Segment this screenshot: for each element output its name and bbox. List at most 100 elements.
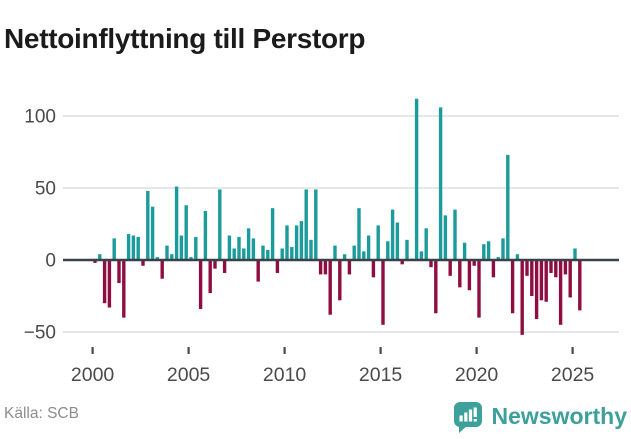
bar-2003Q4 (165, 245, 169, 260)
bar-2016Q1 (400, 260, 404, 265)
bar-2015Q2 (386, 241, 390, 260)
x-axis-label: 2015 (359, 364, 403, 386)
bar-2013Q1 (342, 254, 347, 260)
net-migration-bar-chart: 100 50 0 −50 2000 2005 2010 2015 2020 2025 (24, 98, 619, 386)
bar-2025Q2 (578, 260, 582, 311)
bar-2001Q3 (122, 260, 126, 318)
bar-2009Q1 (266, 249, 270, 260)
bar-2007Q3 (237, 236, 241, 260)
bar-2010Q2 (290, 247, 294, 260)
bar-2025Q1 (573, 248, 577, 260)
bar-2015Q4 (395, 222, 400, 260)
bar-2007Q4 (242, 248, 246, 260)
bar-2023Q2 (539, 260, 544, 301)
bar-2015Q3 (390, 209, 395, 260)
bar-2007Q1 (227, 235, 232, 260)
bar-2007Q2 (232, 248, 236, 260)
bar-2008Q4 (261, 245, 265, 260)
bar-2008Q3 (256, 260, 260, 282)
bar-2002Q1 (131, 235, 136, 260)
bar-2000Q4 (107, 260, 112, 308)
bar-2020Q2 (482, 244, 486, 260)
bar-2015Q1 (381, 260, 385, 325)
x-axis-label: 2010 (263, 364, 307, 386)
bar-2024Q2 (558, 260, 563, 325)
page-title: Nettoinflyttning till Perstorp (4, 22, 366, 54)
bar-2004Q3 (179, 235, 184, 260)
bar-2011Q3 (314, 189, 318, 260)
bar-2001Q2 (117, 260, 121, 284)
bar-2013Q4 (357, 208, 361, 260)
bar-2021Q3 (506, 154, 510, 260)
x-axis-label: 2020 (455, 364, 499, 386)
bar-2016Q2 (405, 239, 409, 260)
bar-2012Q4 (338, 260, 342, 301)
bar-2018Q3 (448, 260, 452, 276)
bar-2021Q1 (496, 257, 500, 260)
bar-2024Q1 (554, 260, 558, 278)
bar-2023Q4 (549, 260, 553, 273)
bar-2016Q4 (414, 98, 419, 260)
y-axis-label: 50 (35, 179, 56, 200)
bar-2005Q4 (203, 211, 208, 260)
bar-2024Q3 (563, 260, 568, 275)
bar-2019Q1 (458, 260, 462, 288)
newsworthy-wordmark: Newsworthy (491, 403, 627, 429)
x-axis-label: 2000 (71, 364, 115, 386)
bar-2023Q1 (534, 260, 539, 320)
bar-2017Q1 (419, 251, 424, 260)
bar-2021Q4 (510, 260, 515, 314)
bar-2020Q3 (486, 241, 491, 260)
newsworthy-logo-icon (453, 402, 482, 433)
bar-2009Q2 (270, 208, 275, 260)
bar-2003Q3 (160, 260, 164, 279)
bar-2017Q4 (434, 260, 438, 314)
bar-2004Q4 (184, 205, 188, 260)
bar-2014Q4 (376, 225, 380, 260)
bar-2001Q4 (126, 234, 131, 260)
bar-2000Q1 (93, 260, 97, 263)
bar-2002Q2 (136, 236, 140, 260)
bar-2002Q3 (141, 260, 145, 266)
bar-2008Q2 (251, 238, 256, 260)
bar-2011Q2 (309, 239, 313, 260)
bar-2004Q1 (170, 254, 174, 260)
bar-2022Q2 (520, 260, 524, 335)
x-axis-label: 2025 (551, 364, 595, 386)
bar-2014Q3 (371, 260, 376, 278)
bar-2005Q1 (189, 257, 193, 260)
bar-2019Q3 (467, 260, 472, 291)
bar-2006Q3 (218, 189, 222, 260)
bar-2012Q3 (333, 245, 337, 260)
bar-2009Q4 (280, 248, 284, 260)
bar-2022Q3 (525, 260, 529, 276)
bar-2022Q1 (515, 254, 520, 260)
bar-2004Q2 (174, 186, 179, 260)
bar-2019Q2 (462, 242, 467, 260)
bar-2010Q4 (299, 221, 304, 260)
x-axis-label: 2005 (167, 364, 211, 386)
bar-2022Q4 (530, 260, 534, 296)
bar-2008Q1 (246, 228, 251, 260)
bar-2000Q3 (102, 260, 107, 304)
bar-2014Q2 (366, 235, 371, 260)
bar-2003Q2 (155, 257, 160, 260)
bar-2000Q2 (98, 254, 102, 260)
bar-2011Q1 (304, 189, 308, 260)
bar-2011Q4 (318, 260, 323, 275)
bar-2020Q1 (477, 260, 481, 318)
bar-2003Q1 (150, 206, 155, 260)
bar-2018Q2 (443, 215, 448, 260)
bar-2001Q1 (112, 238, 116, 260)
bar-2017Q2 (424, 228, 428, 260)
bar-2013Q2 (347, 260, 352, 275)
bar-2010Q1 (285, 225, 289, 260)
bar-2024Q4 (568, 260, 572, 298)
bar-2018Q4 (453, 209, 457, 260)
bar-2023Q3 (544, 260, 548, 302)
newsworthy-branding[interactable]: Newsworthy (452, 399, 627, 434)
bar-2018Q1 (438, 107, 443, 260)
bar-2020Q4 (491, 260, 496, 278)
bar-2017Q3 (429, 260, 433, 268)
bar-2002Q4 (146, 190, 150, 260)
